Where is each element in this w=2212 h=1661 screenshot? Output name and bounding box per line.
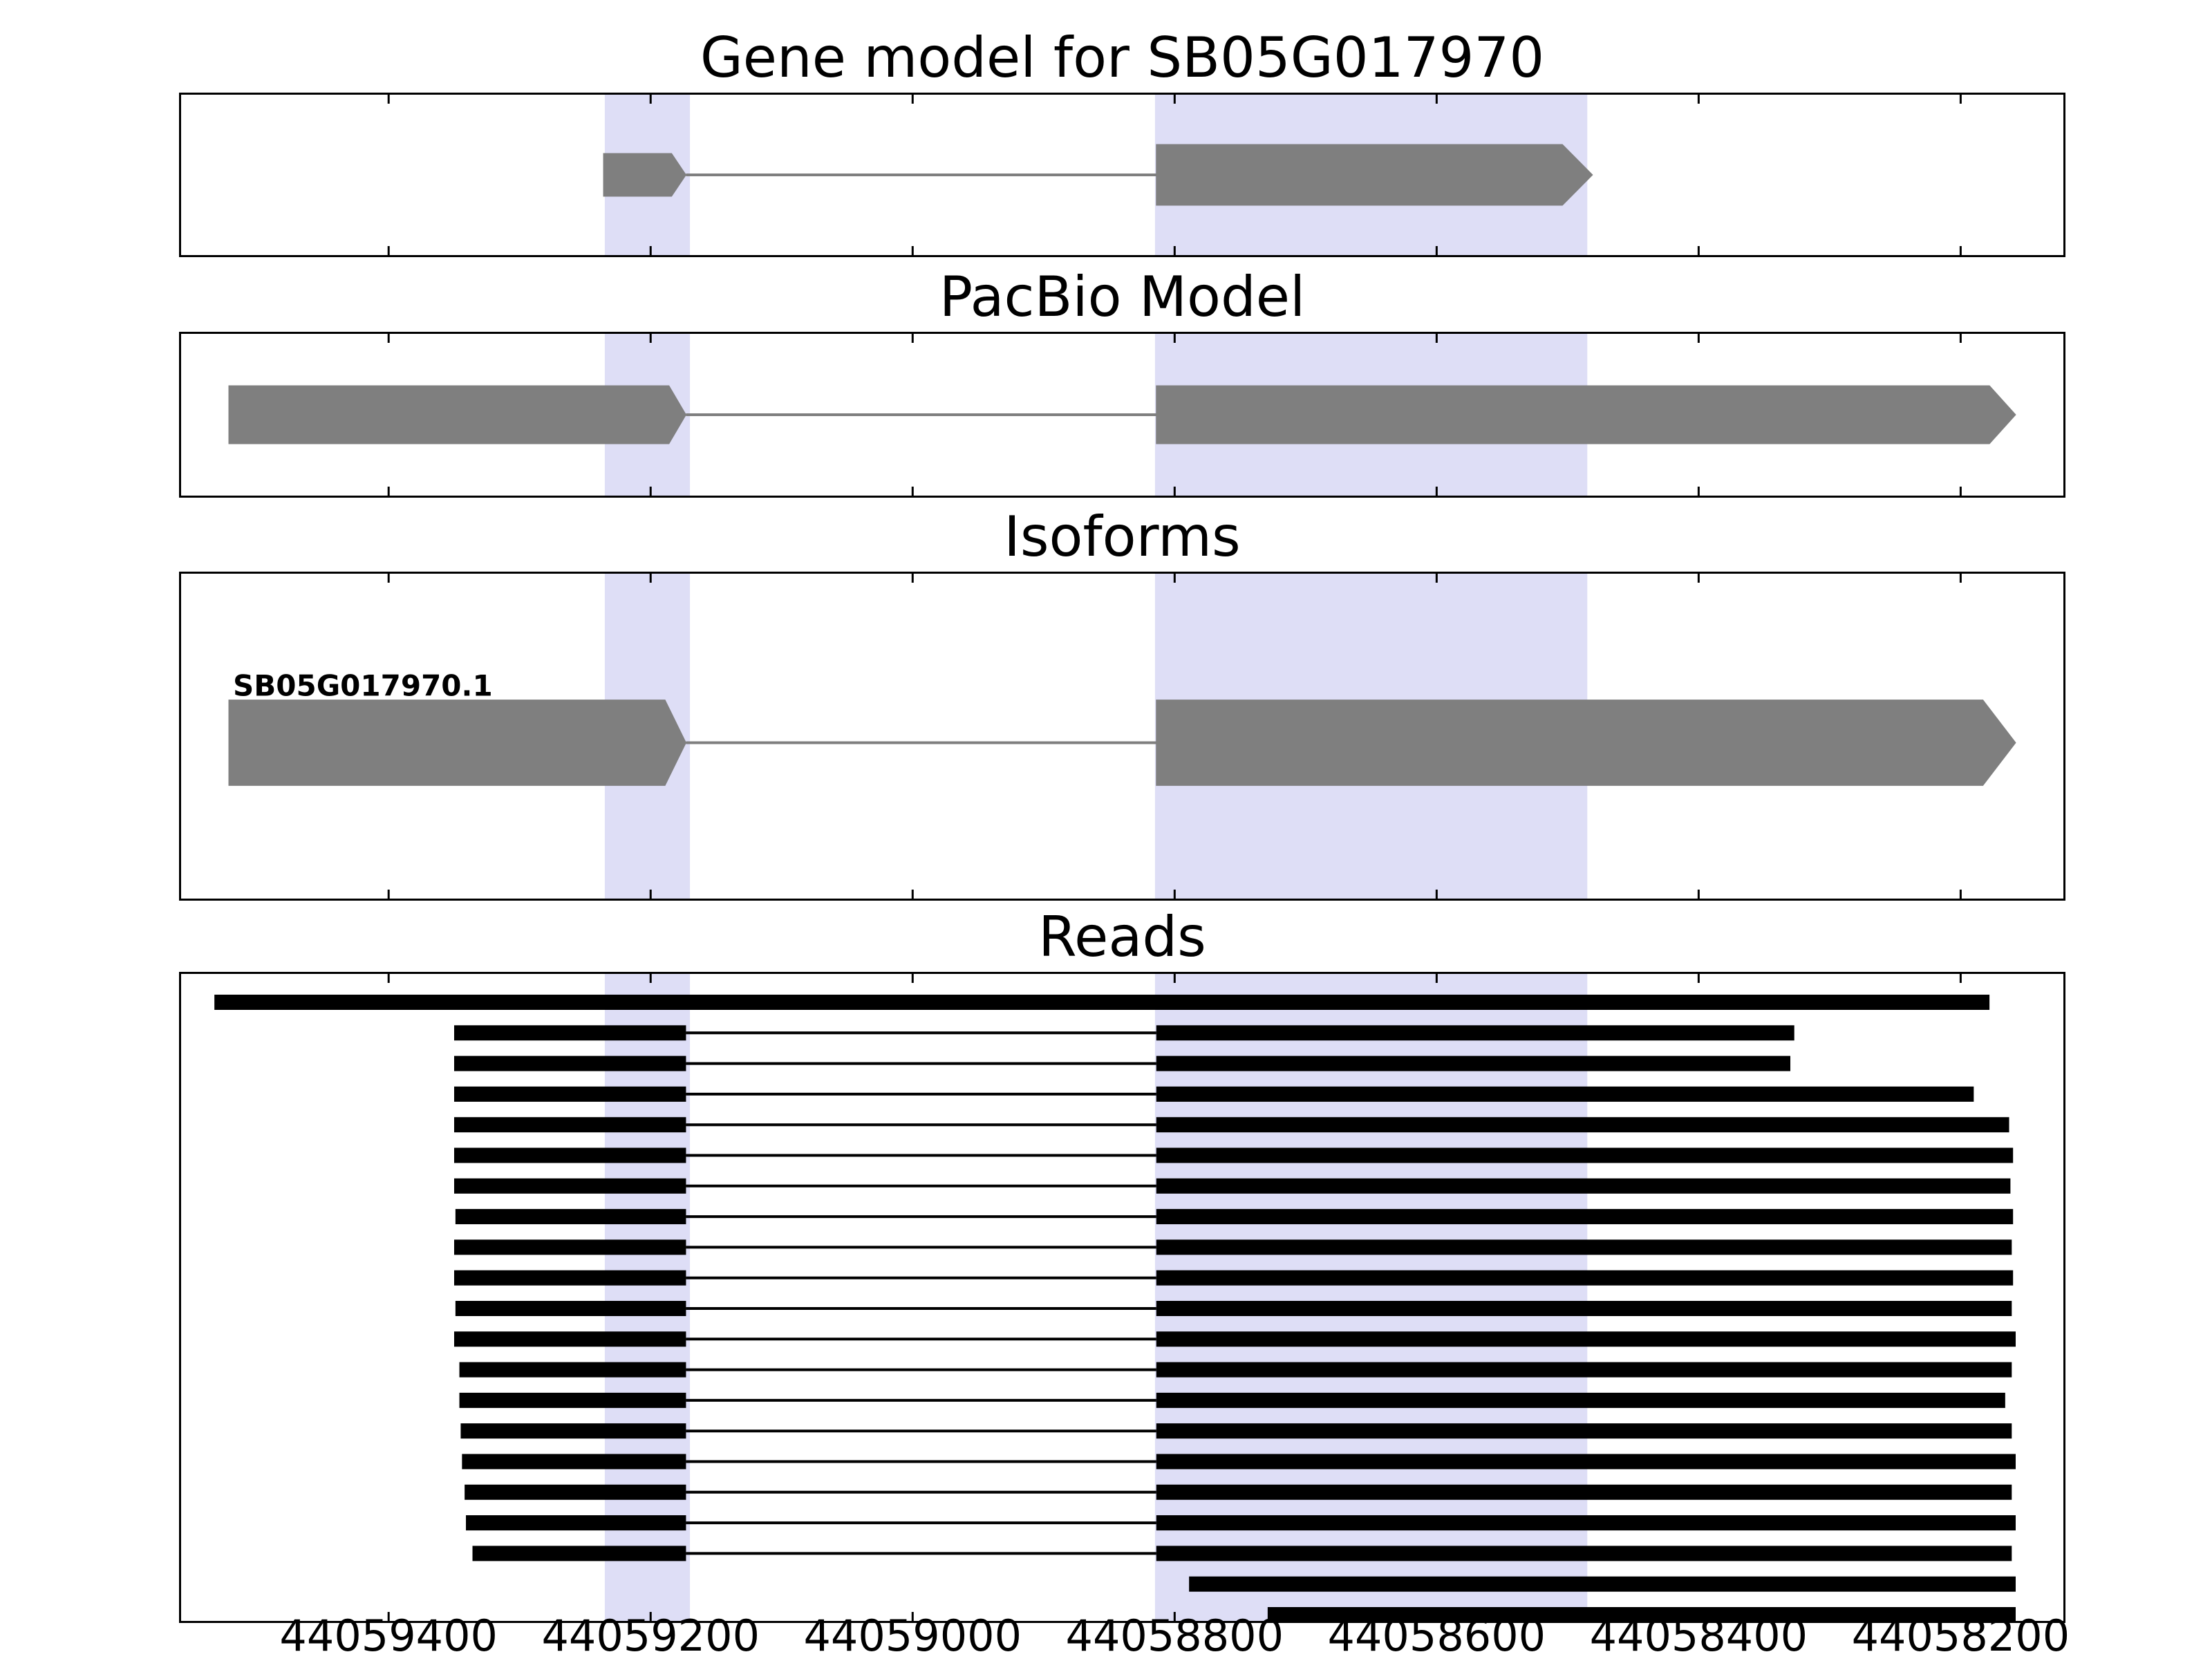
read-segment bbox=[1156, 1147, 2014, 1163]
read-row bbox=[453, 1270, 2014, 1286]
exon-shape bbox=[603, 153, 687, 197]
x-tick-label: 44059400 bbox=[279, 1611, 498, 1661]
read-row bbox=[453, 1086, 1974, 1102]
read-segment bbox=[453, 1147, 686, 1163]
read-segment bbox=[455, 1301, 686, 1316]
read-row bbox=[455, 1209, 2014, 1225]
read-row bbox=[453, 1147, 2014, 1163]
read-segment bbox=[459, 1362, 686, 1378]
transcript: SB05G017970.1 bbox=[228, 669, 2016, 786]
read-row bbox=[459, 1392, 2005, 1408]
read-segment bbox=[1156, 1209, 2014, 1225]
exon-shape bbox=[1156, 700, 2016, 786]
panel-gene-model bbox=[179, 93, 2065, 257]
read-row bbox=[453, 1239, 2012, 1255]
read-row bbox=[1267, 1607, 2016, 1622]
read-row bbox=[455, 1301, 2012, 1316]
read-row bbox=[453, 1055, 1791, 1071]
read-segment bbox=[453, 1270, 686, 1286]
read-segment bbox=[1156, 1423, 2012, 1439]
read-segment bbox=[453, 1331, 686, 1347]
read-segment bbox=[472, 1546, 686, 1561]
read-row bbox=[453, 1117, 2009, 1133]
panel-border bbox=[179, 332, 2065, 498]
transcript bbox=[603, 144, 1593, 206]
read-segment bbox=[1156, 1239, 2012, 1255]
x-tick-label: 44059000 bbox=[803, 1611, 1022, 1661]
panel-border bbox=[179, 972, 2065, 1623]
x-axis-tick-labels: 44059400 44059200 44059000 44058800 44058600… bbox=[179, 1611, 2070, 1661]
panel-title-gene-model: Gene model for SB05G017970 bbox=[700, 26, 1545, 90]
x-tick-label: 44058600 bbox=[1327, 1611, 1546, 1661]
highlight-regions bbox=[604, 972, 1588, 1623]
read-segment bbox=[453, 1117, 686, 1133]
read-segment bbox=[1156, 1025, 1794, 1041]
panel-title-reads: Reads bbox=[1038, 905, 1206, 969]
panel-pacbio-model bbox=[179, 332, 2065, 498]
read-segment bbox=[453, 1178, 686, 1194]
highlight-region bbox=[1154, 972, 1588, 1623]
read-segment bbox=[1156, 1392, 2005, 1408]
transcript bbox=[228, 385, 2016, 444]
exon-shape bbox=[228, 385, 686, 444]
panel-title-pacbio-model: PacBio Model bbox=[939, 265, 1306, 329]
read-segment bbox=[1156, 1331, 2016, 1347]
x-tick-label: 44059200 bbox=[541, 1611, 760, 1661]
highlight-region bbox=[604, 972, 691, 1623]
read-segment bbox=[462, 1454, 686, 1470]
panel-reads bbox=[179, 972, 2065, 1623]
read-row bbox=[214, 995, 1990, 1010]
exon-shape bbox=[228, 700, 686, 786]
read-segment bbox=[1156, 1362, 2012, 1378]
read-segment bbox=[1156, 1454, 2016, 1470]
read-row bbox=[453, 1025, 1794, 1041]
read-segment bbox=[1156, 1515, 2016, 1531]
read-segment bbox=[466, 1515, 686, 1531]
read-segment bbox=[1156, 1270, 2014, 1286]
read-segment bbox=[453, 1239, 686, 1255]
read-row bbox=[453, 1331, 2016, 1347]
read-segment bbox=[1156, 1055, 1791, 1071]
read-segment bbox=[1267, 1607, 2016, 1622]
exon-shape bbox=[1156, 385, 2016, 444]
exon-shape bbox=[1156, 144, 1593, 206]
read-row bbox=[465, 1484, 2012, 1500]
read-segment bbox=[214, 995, 1990, 1010]
read-segment bbox=[1156, 1546, 2012, 1561]
isoform-label: SB05G017970.1 bbox=[233, 669, 493, 703]
x-tick-label: 44058800 bbox=[1065, 1611, 1284, 1661]
read-segment bbox=[1156, 1301, 2012, 1316]
read-segment bbox=[1156, 1178, 2011, 1194]
read-segment bbox=[455, 1209, 686, 1225]
read-row bbox=[459, 1362, 2012, 1378]
read-segment bbox=[453, 1055, 686, 1071]
read-segment bbox=[453, 1025, 686, 1041]
read-segment bbox=[453, 1086, 686, 1102]
panel-isoforms: SB05G017970.1 bbox=[179, 572, 2065, 901]
panel-title-isoforms: Isoforms bbox=[1004, 505, 1241, 569]
read-row bbox=[462, 1454, 2016, 1470]
read-row bbox=[460, 1423, 2012, 1439]
read-row bbox=[466, 1515, 2016, 1531]
x-tick-label: 44058400 bbox=[1589, 1611, 1808, 1661]
read-segment bbox=[1156, 1484, 2012, 1500]
read-segment bbox=[465, 1484, 686, 1500]
panel-border bbox=[179, 572, 2065, 901]
read-row bbox=[472, 1546, 2012, 1561]
read-row bbox=[1189, 1576, 2016, 1592]
read-segment bbox=[1156, 1117, 2009, 1133]
read-segment bbox=[460, 1423, 686, 1439]
x-tick-label: 44058200 bbox=[1851, 1611, 2070, 1661]
read-row bbox=[453, 1178, 2011, 1194]
read-segment bbox=[1189, 1576, 2016, 1592]
read-segment bbox=[1156, 1086, 1974, 1102]
panel-border bbox=[179, 93, 2065, 257]
read-segment bbox=[459, 1392, 686, 1408]
